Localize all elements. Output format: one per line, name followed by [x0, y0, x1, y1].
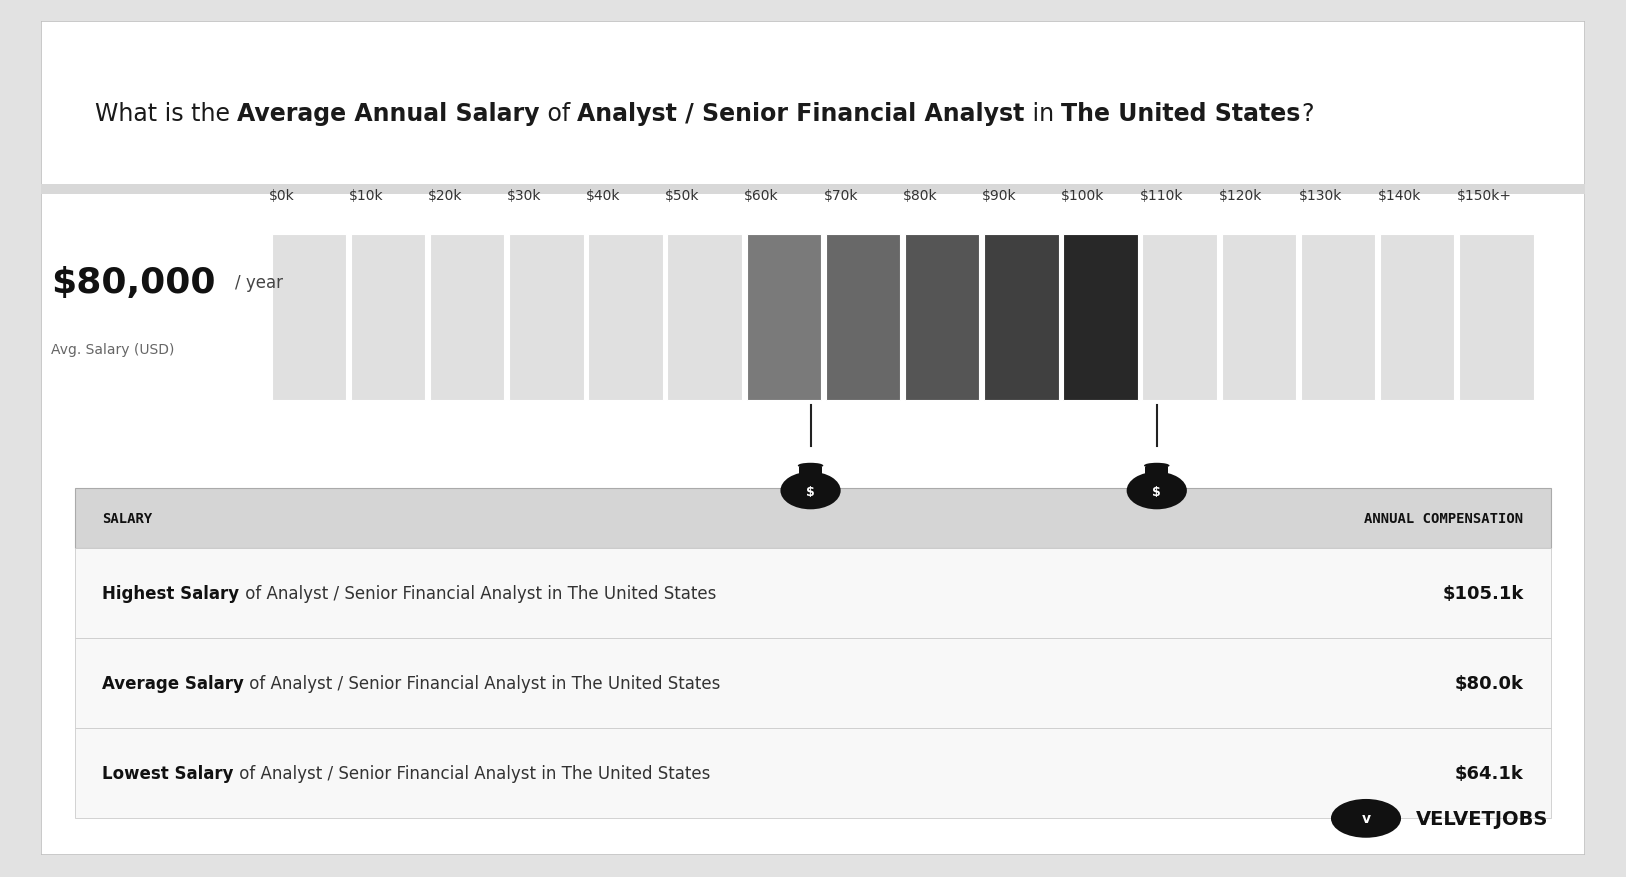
Text: What is the: What is the [94, 102, 237, 125]
Text: of: of [540, 102, 577, 125]
Bar [1143, 234, 1216, 401]
Bar [1301, 234, 1376, 401]
Bar [272, 234, 346, 401]
Text: v: v [1361, 811, 1371, 825]
Bar [1380, 234, 1454, 401]
Bar [429, 234, 504, 401]
Text: The United States: The United States [1062, 102, 1301, 125]
Text: in: in [1024, 102, 1062, 125]
Bar [75, 728, 1551, 817]
Bar [1145, 467, 1169, 474]
Bar [798, 467, 823, 474]
Text: / year: / year [236, 274, 283, 292]
Bar [1063, 234, 1138, 401]
Text: $50k: $50k [665, 189, 699, 203]
Text: VELVETJOBS: VELVETJOBS [1415, 809, 1548, 828]
Text: $150k+: $150k+ [1457, 189, 1512, 203]
Circle shape [1332, 800, 1400, 837]
Bar [75, 488, 1551, 548]
Bar [75, 638, 1551, 728]
Text: $80k: $80k [902, 189, 937, 203]
Text: of Analyst / Senior Financial Analyst in The United States: of Analyst / Senior Financial Analyst in… [234, 764, 711, 781]
Bar [509, 234, 584, 401]
Text: Average Annual Salary: Average Annual Salary [237, 102, 540, 125]
Text: $80,000: $80,000 [52, 266, 216, 300]
Ellipse shape [798, 463, 823, 468]
Text: $90k: $90k [982, 189, 1016, 203]
Bar [1459, 234, 1533, 401]
Text: $: $ [806, 486, 815, 499]
Text: $110k: $110k [1140, 189, 1184, 203]
Text: $130k: $130k [1299, 189, 1341, 203]
Text: SALARY: SALARY [102, 511, 153, 525]
FancyBboxPatch shape [41, 22, 1585, 855]
Text: $120k: $120k [1220, 189, 1263, 203]
Text: Avg. Salary (USD): Avg. Salary (USD) [52, 342, 176, 356]
Text: $30k: $30k [507, 189, 541, 203]
Bar [1221, 234, 1296, 401]
Bar [589, 234, 663, 401]
Text: $: $ [1153, 486, 1161, 499]
Text: Lowest Salary: Lowest Salary [102, 764, 234, 781]
Text: $80.0k: $80.0k [1455, 674, 1524, 692]
Text: $60k: $60k [745, 189, 779, 203]
Text: $10k: $10k [348, 189, 384, 203]
Text: Analyst / Senior Financial Analyst: Analyst / Senior Financial Analyst [577, 102, 1024, 125]
Text: ANNUAL COMPENSATION: ANNUAL COMPENSATION [1364, 511, 1524, 525]
Text: $140k: $140k [1377, 189, 1421, 203]
Bar [984, 234, 1059, 401]
Text: of Analyst / Senior Financial Analyst in The United States: of Analyst / Senior Financial Analyst in… [244, 674, 720, 692]
Bar [75, 548, 1551, 638]
Text: $40k: $40k [585, 189, 621, 203]
Text: $100k: $100k [1060, 189, 1104, 203]
Bar [667, 234, 741, 401]
Text: of Analyst / Senior Financial Analyst in The United States: of Analyst / Senior Financial Analyst in… [239, 584, 715, 602]
Text: $70k: $70k [823, 189, 859, 203]
Text: $105.1k: $105.1k [1442, 584, 1524, 602]
Text: $20k: $20k [428, 189, 462, 203]
Text: $64.1k: $64.1k [1455, 764, 1524, 781]
Ellipse shape [1145, 463, 1169, 468]
Text: ?: ? [1301, 102, 1314, 125]
Ellipse shape [780, 472, 841, 510]
Text: Average Salary: Average Salary [102, 674, 244, 692]
Bar [826, 234, 901, 401]
Ellipse shape [1127, 472, 1187, 510]
Bar [351, 234, 426, 401]
Text: Highest Salary: Highest Salary [102, 584, 239, 602]
Bar [746, 234, 821, 401]
Text: $0k: $0k [270, 189, 294, 203]
Bar [906, 234, 979, 401]
Bar [41, 185, 1585, 196]
